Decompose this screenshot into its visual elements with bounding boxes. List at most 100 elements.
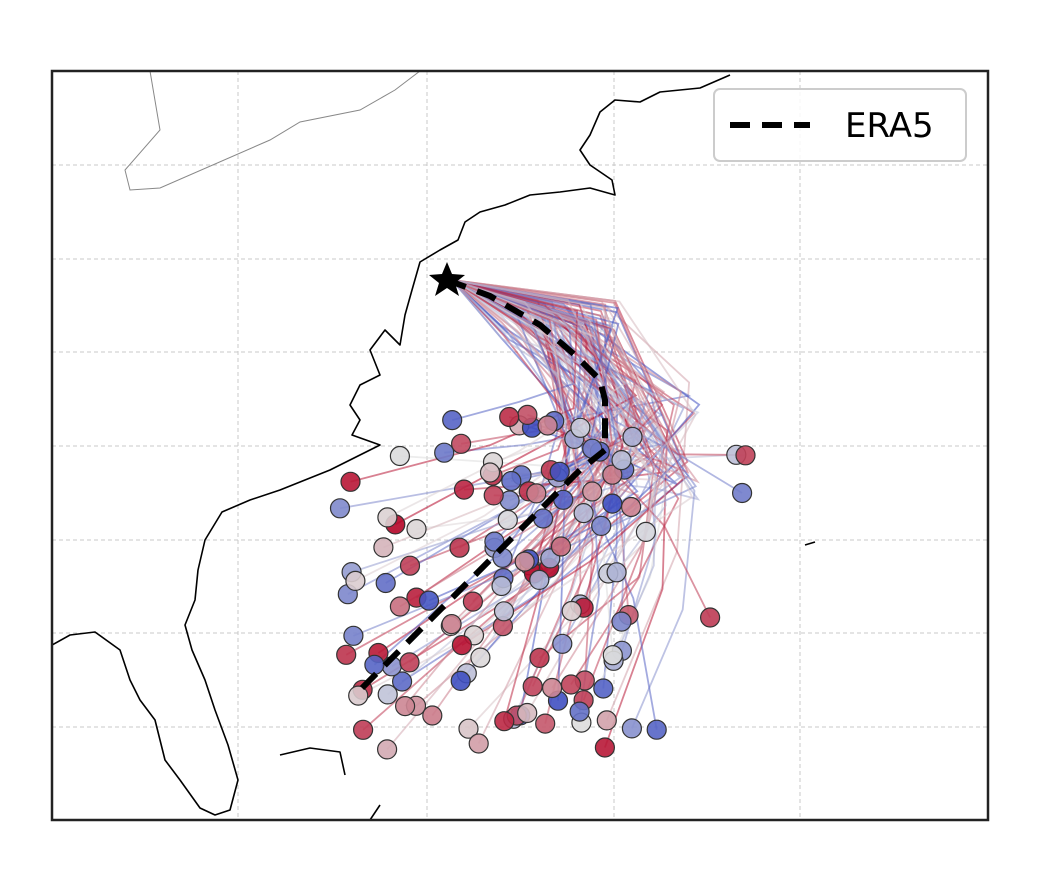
track-start — [399, 555, 421, 576]
track-start — [497, 509, 518, 531]
track-start — [522, 676, 543, 697]
track-start — [340, 471, 361, 492]
track-start — [611, 611, 632, 632]
track-start — [582, 481, 603, 502]
track-start — [345, 570, 366, 592]
track-start — [441, 613, 462, 635]
track-start — [593, 678, 614, 699]
track-start — [483, 485, 504, 506]
ensemble-track — [354, 279, 579, 582]
track-start — [373, 537, 394, 558]
track-start — [532, 508, 554, 529]
legend-box — [713, 88, 967, 162]
track-start — [468, 733, 489, 754]
track-start — [570, 417, 591, 438]
track-start — [622, 426, 643, 447]
track-start — [453, 479, 475, 500]
track-start — [353, 719, 374, 740]
track-start — [479, 462, 501, 483]
track-start — [364, 654, 385, 675]
track-start — [348, 685, 369, 706]
track-start — [569, 701, 590, 722]
track-start — [573, 502, 594, 524]
track-start — [377, 684, 398, 705]
track-starts — [329, 404, 756, 760]
track-start — [375, 572, 396, 594]
track-start — [517, 404, 538, 425]
track-start — [499, 406, 520, 428]
track-start — [462, 591, 483, 612]
track-start — [594, 737, 616, 758]
track-start — [389, 596, 410, 617]
track-start — [550, 536, 572, 557]
track-start — [336, 644, 357, 665]
track-start — [514, 551, 535, 572]
border — [124, 71, 421, 191]
track-start — [442, 410, 463, 431]
track-start — [451, 433, 472, 454]
track-start — [560, 674, 582, 695]
era5-track — [359, 277, 608, 691]
track-start — [406, 518, 427, 540]
island — [804, 541, 816, 546]
track-start — [646, 719, 667, 740]
landfall-star — [429, 262, 465, 296]
track-start — [484, 531, 505, 552]
track-start — [422, 705, 443, 726]
track-start — [529, 569, 550, 591]
legend: ERA5 — [713, 88, 967, 162]
track-start — [392, 671, 413, 692]
track-start — [549, 461, 570, 482]
track-start — [602, 493, 623, 514]
track-start — [377, 739, 398, 760]
track-start — [418, 590, 440, 611]
ensemble-track — [387, 279, 700, 696]
track-start — [606, 562, 627, 583]
track-start — [602, 464, 623, 485]
track-start — [699, 607, 721, 628]
track-start — [596, 710, 617, 731]
ensemble-track — [451, 279, 620, 473]
track-start — [591, 515, 612, 537]
track-start — [731, 482, 753, 504]
track-start — [552, 633, 573, 654]
track-start — [343, 625, 364, 646]
frame — [50, 69, 990, 822]
track-start — [735, 445, 756, 466]
track-start — [434, 442, 455, 463]
track-start — [389, 445, 410, 467]
track-start — [620, 496, 642, 518]
legend-label: ERA5 — [845, 106, 934, 146]
track-start — [621, 718, 643, 739]
track-start — [329, 498, 351, 519]
track-start — [529, 647, 550, 669]
track-start — [611, 450, 632, 471]
track-start — [537, 415, 558, 436]
track-start — [491, 575, 512, 597]
ensemble-track — [451, 279, 600, 712]
track-start — [602, 645, 623, 666]
island — [369, 804, 381, 820]
track-start — [470, 647, 491, 668]
track-start — [494, 711, 515, 732]
track-start — [449, 537, 470, 558]
map-area — [52, 71, 988, 820]
track-start — [395, 695, 416, 717]
track-start — [458, 718, 479, 739]
track-start — [399, 652, 420, 673]
track-start — [561, 600, 582, 622]
track-start — [450, 670, 471, 692]
track-start — [517, 702, 538, 724]
track-start — [501, 470, 522, 492]
ensemble-track — [451, 279, 655, 685]
track-start — [541, 677, 563, 699]
track-start — [635, 521, 657, 543]
ensemble-track — [451, 279, 657, 662]
track-start — [451, 634, 472, 656]
track-start — [377, 507, 398, 528]
track-start — [493, 601, 515, 622]
ensemble-track — [451, 279, 669, 574]
track-start — [535, 713, 556, 734]
ensemble-track — [451, 279, 606, 581]
